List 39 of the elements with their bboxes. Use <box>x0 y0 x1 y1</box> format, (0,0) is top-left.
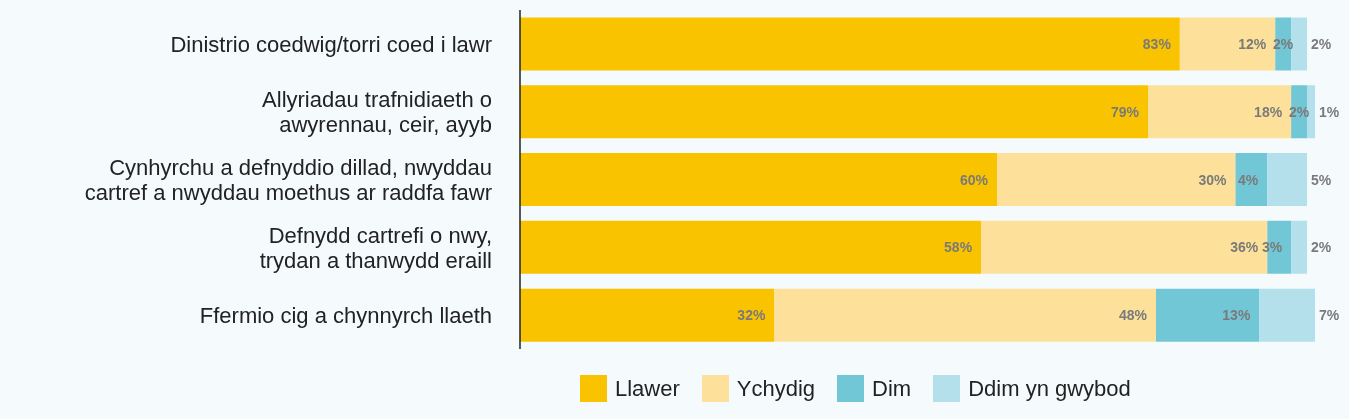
bar <box>520 85 1149 139</box>
data-label: 48% <box>1118 307 1148 324</box>
bar <box>1259 288 1315 342</box>
bar <box>1291 17 1308 71</box>
legend-label: Ddim yn gwybod <box>967 375 1131 402</box>
data-label: 2% <box>1311 239 1332 256</box>
y-tick-label: Cynhyrchu a defnyddio dillad, nwyddau cartref a nwyddau moethus ar raddfa fawr <box>84 155 492 205</box>
data-label: 83% <box>1142 35 1172 52</box>
bar <box>774 288 1156 342</box>
y-tick-label: Defnydd cartrefi o nwy, trydan a thanwydd eraill <box>259 222 492 273</box>
y-tick-label: Dinistrio coedwig/torri coed i lawr <box>170 31 492 57</box>
data-label: 5% <box>1311 171 1332 188</box>
legend-label: Ychydig <box>735 375 816 402</box>
data-label: 12% <box>1238 35 1267 52</box>
data-label: 79% <box>1111 103 1140 120</box>
data-label: 30% <box>1198 171 1228 188</box>
bar <box>997 153 1236 207</box>
y-tick-label: Allyriadau trafnidiaeth o awyrennau, ceir, ayyb <box>262 87 492 138</box>
bar <box>520 288 775 342</box>
data-label: 58% <box>944 239 973 256</box>
legend-label: Dim <box>871 375 912 402</box>
data-label: 36% <box>1230 239 1259 256</box>
bar <box>1307 85 1315 139</box>
y-tick-label: Ffermio cig a chynnyrch llaeth <box>199 303 492 329</box>
data-label: 60% <box>959 171 989 188</box>
data-label: 2% <box>1311 35 1332 52</box>
bar <box>520 153 997 207</box>
legend-label: Llawer <box>614 375 680 402</box>
bar <box>1156 288 1260 342</box>
bar <box>520 220 982 274</box>
data-label: 4% <box>1238 171 1259 188</box>
data-label: 1% <box>1319 103 1340 120</box>
bar <box>1267 153 1308 207</box>
data-label: 7% <box>1319 307 1340 324</box>
bar <box>1291 220 1308 274</box>
data-label: 32% <box>737 307 766 324</box>
data-label: 18% <box>1254 103 1283 120</box>
bar <box>520 17 1180 71</box>
data-label: 13% <box>1222 307 1251 324</box>
